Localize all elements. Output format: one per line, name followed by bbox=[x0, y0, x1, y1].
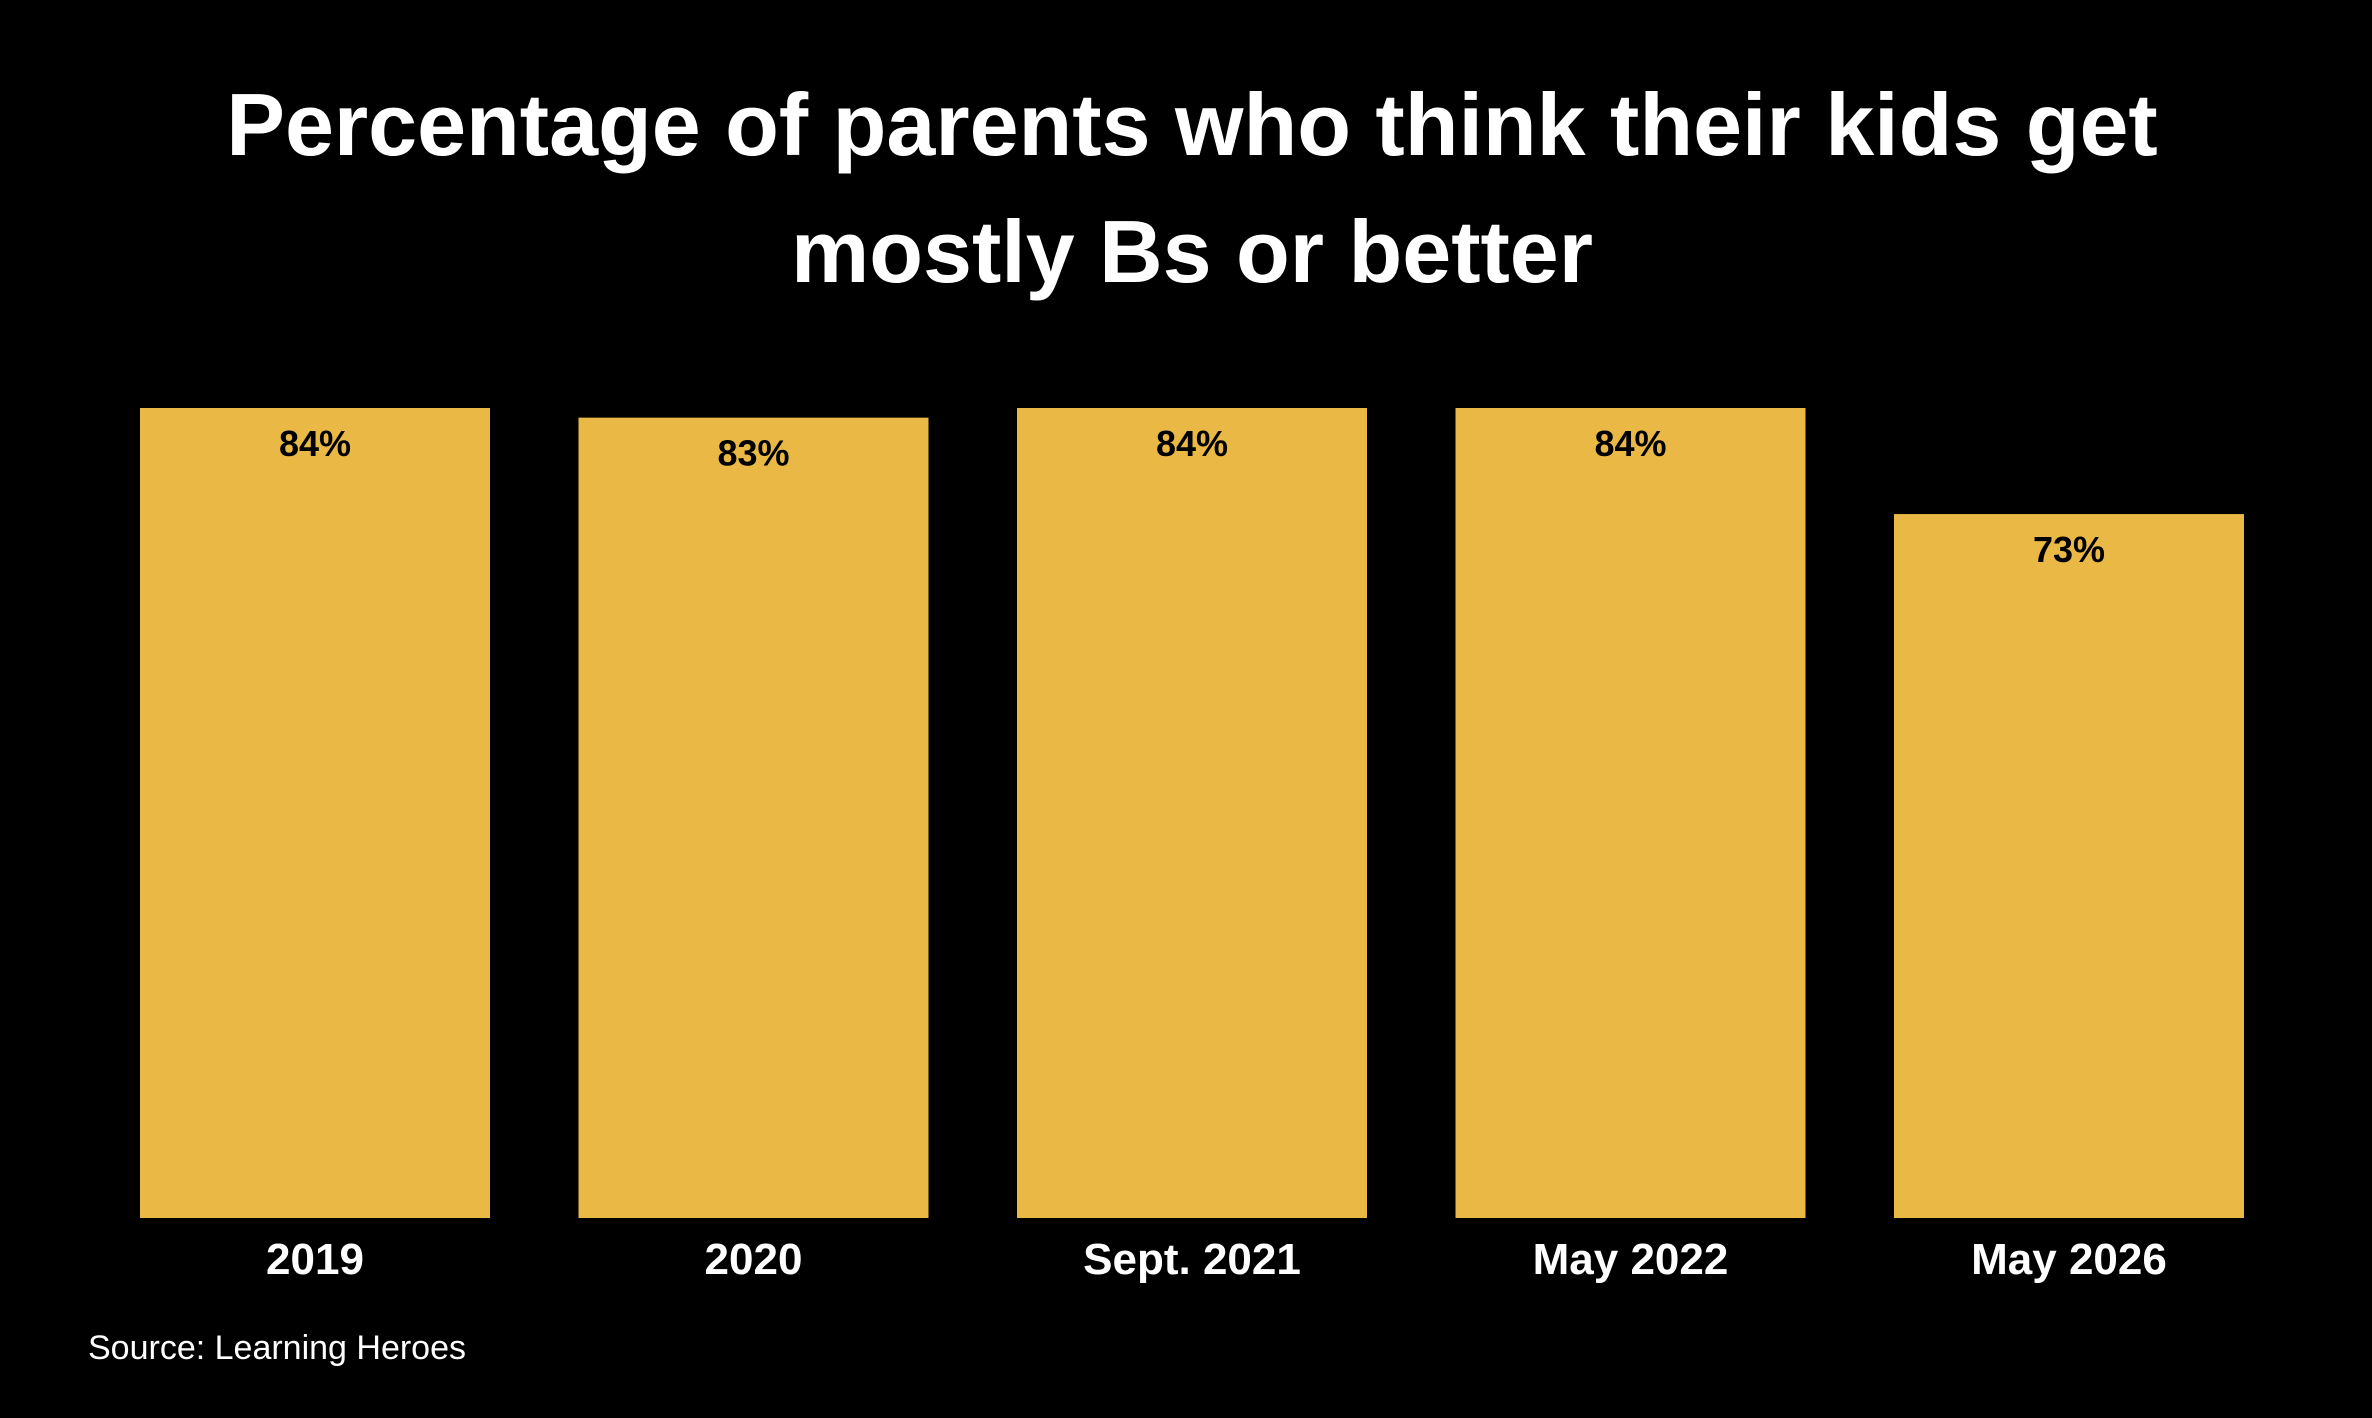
bar-may-2022 bbox=[1455, 408, 1806, 1218]
category-label-may-2026: May 2026 bbox=[1971, 1235, 2167, 1284]
value-label-2020: 83% bbox=[717, 433, 789, 474]
category-label-may-2022: May 2022 bbox=[1533, 1235, 1729, 1284]
bar-2019 bbox=[140, 408, 490, 1218]
category-label-group: 2019 2020 Sept. 2021 May 2022 May 2026 bbox=[266, 1235, 2167, 1284]
bar-may-2026 bbox=[1894, 514, 2244, 1218]
value-label-may-2026: 73% bbox=[2033, 529, 2105, 570]
bar-sept-2021 bbox=[1017, 408, 1367, 1218]
bar-group bbox=[140, 408, 2244, 1219]
bar-2020 bbox=[578, 417, 929, 1219]
value-label-sept-2021: 84% bbox=[1156, 423, 1228, 464]
chart-title-line-2: mostly Bs or better bbox=[791, 202, 1593, 301]
value-label-2019: 84% bbox=[279, 423, 351, 464]
chart-title-line-1: Percentage of parents who think their ki… bbox=[226, 75, 2158, 174]
category-label-2019: 2019 bbox=[266, 1235, 364, 1284]
source-note: Source: Learning Heroes bbox=[88, 1329, 466, 1367]
category-label-2020: 2020 bbox=[705, 1235, 803, 1284]
category-label-sept-2021: Sept. 2021 bbox=[1083, 1235, 1301, 1284]
value-label-group: 84% 83% 84% 84% 73% bbox=[279, 423, 2105, 570]
value-label-may-2022: 84% bbox=[1594, 423, 1666, 464]
